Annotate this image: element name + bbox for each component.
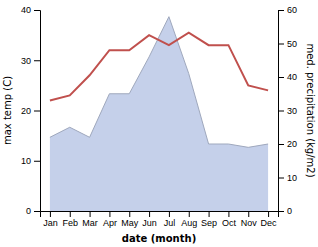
tick-mark xyxy=(50,211,51,217)
tick-mark xyxy=(34,111,40,112)
tick-label: 10 xyxy=(287,173,297,183)
tick-mark xyxy=(34,60,40,61)
tick: Jan xyxy=(43,211,58,228)
tick: 10 xyxy=(21,156,40,166)
tick: 20 xyxy=(278,139,297,149)
tick-mark xyxy=(278,44,284,45)
tick: Aug xyxy=(181,211,197,228)
tick: Nov xyxy=(241,211,258,228)
tick-mark xyxy=(34,10,40,11)
tick-mark xyxy=(149,211,150,217)
tick-mark xyxy=(109,211,110,217)
tick: 40 xyxy=(21,5,40,15)
tick-label: 20 xyxy=(21,106,31,116)
area-edge xyxy=(50,17,268,148)
tick: 0 xyxy=(278,206,292,216)
tick: Jun xyxy=(142,211,157,228)
tick: Jul xyxy=(164,211,176,228)
y-axis: 0 10 20 30 40 xyxy=(21,5,41,216)
line xyxy=(50,33,268,101)
tick-label: Mar xyxy=(82,218,98,228)
tick-mark xyxy=(278,77,284,78)
x-axis: Jan Feb Mar Apr MayJun Jul Aug Sep Oct NovDec xyxy=(41,211,279,228)
tick-mark xyxy=(268,211,269,217)
tick-mark xyxy=(189,211,190,217)
tick: Feb xyxy=(62,211,78,228)
tick: 20 xyxy=(21,106,40,116)
tick-mark xyxy=(248,211,249,217)
x-axis-title: date (month) xyxy=(122,233,196,244)
tick-mark xyxy=(278,211,284,212)
area xyxy=(50,17,268,211)
tick-mark xyxy=(70,211,71,217)
tick: Apr xyxy=(103,211,117,228)
tick-mark xyxy=(228,211,229,217)
y2-axis-title: med. precipitation (kg/m2) xyxy=(305,43,316,177)
tick: Dec xyxy=(261,211,278,228)
tick: 50 xyxy=(278,39,297,49)
y2-axis: 0 10 20 30 40 50 60 xyxy=(278,5,297,216)
tick-mark xyxy=(34,161,40,162)
tick-label: Apr xyxy=(103,218,117,228)
axis-domain xyxy=(279,11,285,212)
tick: 0 xyxy=(26,206,40,216)
tick-mark xyxy=(34,211,40,212)
tick-label: 60 xyxy=(287,5,297,15)
tick-label: 30 xyxy=(21,56,31,66)
tick-label: Jan xyxy=(43,218,58,228)
plot-area: Jan Feb Mar Apr MayJun Jul Aug Sep Oct NovDec 0 10 2… xyxy=(21,5,297,228)
tick: 30 xyxy=(21,56,40,66)
tick: 30 xyxy=(278,106,297,116)
series-group xyxy=(50,17,268,211)
tick-label: Sep xyxy=(201,218,217,228)
tick-mark xyxy=(90,211,91,217)
tick: Sep xyxy=(201,211,217,228)
tick: Mar xyxy=(82,211,98,228)
tick: 10 xyxy=(278,173,297,183)
tick-label: 20 xyxy=(287,139,297,149)
tick-label: Aug xyxy=(181,218,197,228)
tick-label: Nov xyxy=(241,218,258,228)
tick-label: 40 xyxy=(287,72,297,82)
tick-label: May xyxy=(121,218,139,228)
tick: May xyxy=(121,211,139,228)
tick-label: Jul xyxy=(164,218,176,228)
tick-label: 30 xyxy=(287,106,297,116)
tick-label: 0 xyxy=(26,206,31,216)
axis-domain xyxy=(41,212,279,218)
tick-label: 50 xyxy=(287,39,297,49)
y-axis-title: max temp (C) xyxy=(2,76,13,145)
chart: Jan Feb Mar Apr MayJun Jul Aug Sep Oct NovDec 0 10 2… xyxy=(0,0,318,247)
tick-label: Oct xyxy=(222,218,237,228)
tick-label: Jun xyxy=(142,218,157,228)
tick-mark xyxy=(278,10,284,11)
axis-domain xyxy=(34,11,41,212)
tick-label: Dec xyxy=(261,218,278,228)
tick-label: 10 xyxy=(21,156,31,166)
tick-label: Feb xyxy=(62,218,78,228)
tick-mark xyxy=(278,111,284,112)
tick-label: 40 xyxy=(21,5,31,15)
tick: 40 xyxy=(278,72,297,82)
chart-container: Jan Feb Mar Apr MayJun Jul Aug Sep Oct NovDec 0 10 2… xyxy=(0,0,318,247)
tick-mark xyxy=(278,144,284,145)
tick: 60 xyxy=(278,5,297,15)
tick-mark xyxy=(169,211,170,217)
tick-mark xyxy=(209,211,210,217)
tick-mark xyxy=(278,178,284,179)
tick-mark xyxy=(129,211,130,217)
tick-label: 0 xyxy=(287,206,292,216)
tick: Oct xyxy=(222,211,237,228)
